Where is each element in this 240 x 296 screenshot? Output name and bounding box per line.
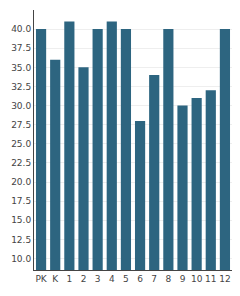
svg-text:25.0: 25.0 (11, 139, 31, 149)
svg-text:32.5: 32.5 (11, 82, 31, 92)
svg-text:22.5: 22.5 (11, 158, 31, 168)
svg-text:12.5: 12.5 (11, 235, 31, 245)
svg-text:PK: PK (35, 274, 47, 284)
svg-text:10.0: 10.0 (11, 254, 31, 264)
svg-text:8: 8 (165, 274, 171, 284)
svg-text:4: 4 (109, 274, 115, 284)
svg-text:27.5: 27.5 (11, 120, 31, 130)
svg-text:1: 1 (66, 274, 72, 284)
svg-text:2: 2 (81, 274, 87, 284)
svg-text:7: 7 (151, 274, 157, 284)
svg-text:9: 9 (180, 274, 186, 284)
svg-text:37.5: 37.5 (11, 43, 31, 53)
svg-text:12: 12 (219, 274, 230, 284)
svg-text:6: 6 (137, 274, 143, 284)
svg-text:30.0: 30.0 (11, 101, 31, 111)
svg-text:15.0: 15.0 (11, 215, 31, 225)
svg-text:17.5: 17.5 (11, 196, 31, 206)
svg-text:K: K (52, 274, 59, 284)
svg-text:5: 5 (123, 274, 129, 284)
svg-text:35.0: 35.0 (11, 63, 31, 73)
svg-text:40.0: 40.0 (11, 24, 31, 34)
svg-text:20.0: 20.0 (11, 177, 31, 187)
svg-text:10: 10 (191, 274, 203, 284)
svg-text:11: 11 (205, 274, 216, 284)
svg-text:3: 3 (95, 274, 101, 284)
